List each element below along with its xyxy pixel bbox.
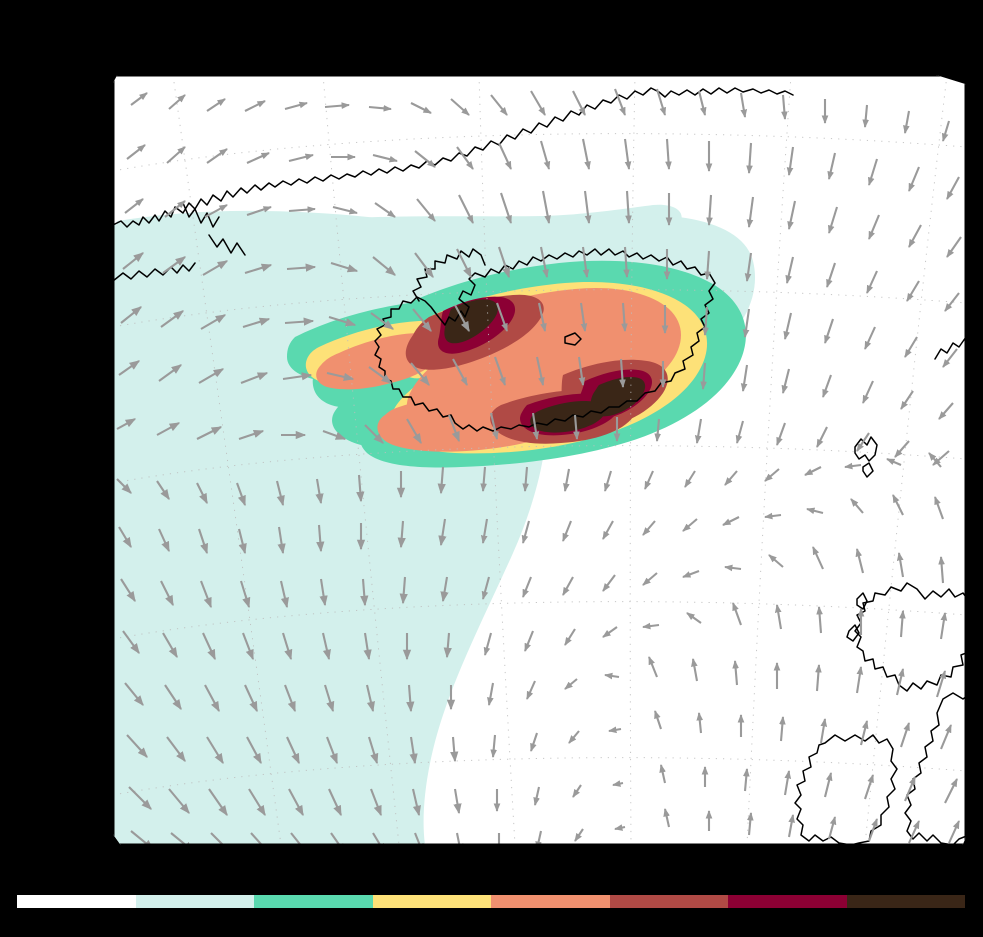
wind-vectors — [116, 88, 962, 845]
coastline-greenland-fjords — [113, 262, 196, 282]
colorbar-segment-7 — [846, 895, 965, 908]
map-canvas[interactable] — [113, 75, 966, 845]
colorbar-segment-5 — [609, 895, 728, 908]
colorbar-segment-2 — [254, 895, 373, 908]
coastline-faroe — [854, 436, 878, 462]
colorbar-segment-4 — [491, 895, 610, 908]
colorbar-segment-3 — [372, 895, 491, 908]
coastline-scotland — [854, 582, 966, 692]
coastline-iceland — [374, 248, 716, 432]
coastline-greenland-inlet — [182, 202, 220, 228]
coastline-england — [904, 692, 966, 845]
coastline-scotland-hebrides — [856, 592, 868, 610]
plume-contours — [113, 204, 756, 845]
coastline-iceland-westfjords — [412, 248, 486, 302]
map-panel[interactable] — [113, 75, 966, 845]
coastline-ireland — [794, 734, 898, 845]
colorbar-segment-6 — [728, 895, 847, 908]
colorbar[interactable] — [17, 895, 965, 908]
plume-level-7c — [530, 401, 606, 433]
colorbar-segment-1 — [135, 895, 254, 908]
colorbar-segment-0 — [17, 895, 136, 908]
map-frame — [113, 75, 966, 845]
coastline-iceland-lake — [564, 332, 582, 346]
coastline-greenland-inlet2 — [208, 234, 246, 256]
plume-level-7b — [590, 377, 646, 417]
coastline-faroe-2 — [862, 462, 874, 478]
coastline-scotland-hebrides2 — [846, 624, 860, 642]
coastline-norway — [934, 336, 966, 360]
gridlines — [113, 75, 966, 845]
